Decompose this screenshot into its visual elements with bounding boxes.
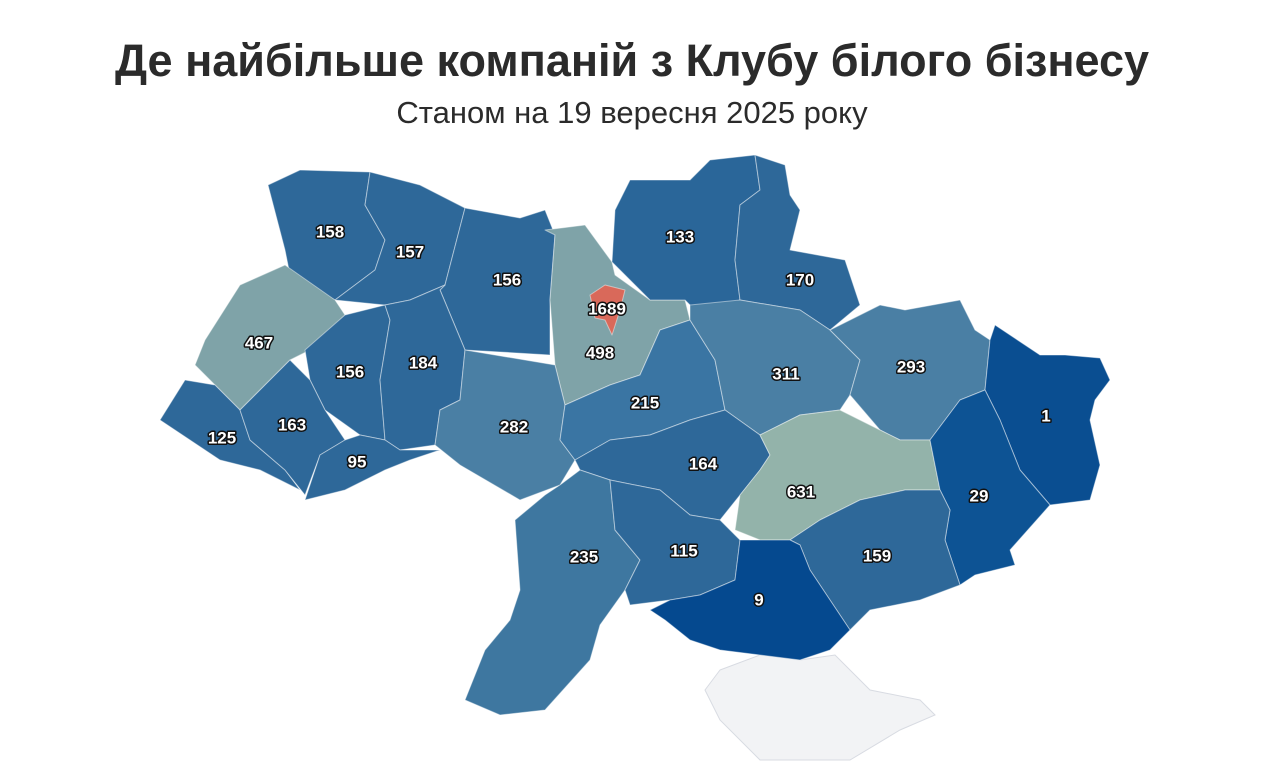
region-value-label: 184 [409,353,438,372]
region-value-label: 1689 [588,299,626,318]
region-value-label: 159 [863,546,891,565]
region-value-label: 631 [787,482,815,501]
subtitle: Станом на 19 вересня 2025 року [396,95,868,130]
region-value-label: 215 [631,393,659,412]
region-value-label: 156 [493,270,521,289]
region [434,349,576,501]
labels: 158 157 156 498 1689 133 170 467 156 184 125 163 95 2… [206,221,1052,611]
region-value-label: 125 [208,428,236,447]
crimea [704,654,936,761]
region [984,324,1111,506]
region [589,284,626,336]
region-value-label: 158 [316,222,344,241]
region-value-label: 1 [1041,406,1050,425]
region [159,379,301,491]
region-value-label: 293 [897,357,925,376]
region-value-label: 164 [689,454,718,473]
region-value-label: 9 [754,590,763,609]
region-value-label: 156 [336,362,364,381]
region-value-label: 163 [278,415,306,434]
title: Де найбільше компаній з Клубу білого біз… [115,35,1149,86]
region-value-label: 282 [500,417,528,436]
region-value-label: 115 [670,541,697,560]
region-value-label: 133 [666,227,694,246]
region-value-label: 95 [348,452,367,471]
region-value-label: 498 [586,343,614,362]
region [734,154,861,331]
region [304,434,441,501]
region-value-label: 467 [245,333,273,352]
region-value-label: 157 [396,242,424,261]
region-value-label: 235 [570,547,598,566]
region-value-label: 170 [786,270,814,289]
region-value-label: 311 [772,364,799,383]
regions [159,154,1111,716]
region [929,389,1051,586]
region-value-label: 29 [970,486,989,505]
region [649,539,851,661]
